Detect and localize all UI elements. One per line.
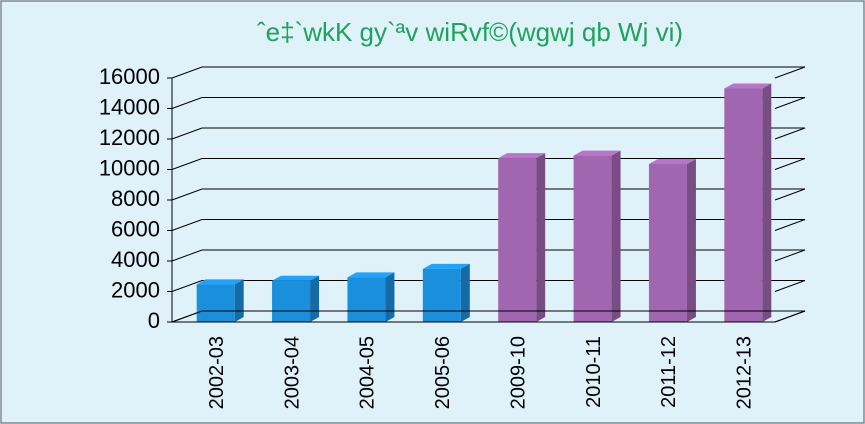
- grid-line: [171, 66, 806, 79]
- bar-front: [498, 158, 537, 322]
- x-tick-label: 2002-03: [206, 336, 228, 409]
- bar-front: [573, 155, 612, 322]
- x-tick-label: 2004-05: [357, 336, 379, 409]
- x-tick-label: 2011-12: [658, 336, 680, 408]
- chart-title: ˆe‡`wkK gy`ªv wiRvf©(wgwj qb Wj vi): [257, 17, 683, 47]
- y-tick-label: 4000: [111, 247, 160, 272]
- bar-side: [234, 279, 244, 322]
- bar-front: [196, 284, 235, 322]
- y-tick-label: 0: [148, 308, 160, 333]
- x-tick-label: 2009-10: [507, 336, 529, 409]
- bar-top: [724, 83, 772, 89]
- x-tick-label: 2010-11: [583, 336, 605, 408]
- bar: [196, 279, 244, 322]
- bar-top: [347, 272, 395, 278]
- y-tick-label: 8000: [111, 186, 160, 211]
- grid-line: [171, 127, 806, 140]
- bar-side: [686, 158, 696, 322]
- bar-front: [422, 268, 461, 322]
- grid-line: [171, 97, 806, 109]
- bar: [498, 153, 546, 322]
- bar: [648, 158, 696, 322]
- bar-top: [498, 153, 546, 159]
- floor-edge: [171, 310, 806, 323]
- bar-top: [422, 263, 470, 269]
- bar-side: [460, 263, 470, 322]
- bar-front: [724, 88, 763, 322]
- y-tick-label: 6000: [111, 216, 160, 241]
- bar-front: [648, 163, 687, 322]
- y-tick-label: 14000: [99, 94, 160, 119]
- bar: [272, 275, 320, 322]
- bar-top: [272, 275, 320, 281]
- y-tick-label: 16000: [99, 64, 160, 89]
- bar-top: [573, 150, 621, 156]
- bar: [347, 272, 395, 322]
- bar-side: [611, 150, 621, 322]
- y-tick-label: 2000: [111, 277, 160, 302]
- bar-front: [347, 277, 386, 322]
- bar-side: [310, 275, 320, 322]
- bar-side: [536, 153, 546, 322]
- bar: [724, 83, 772, 322]
- y-tick-label: 12000: [99, 125, 160, 150]
- bar-top: [648, 158, 696, 164]
- bar-top: [196, 279, 244, 285]
- bar-side: [762, 83, 772, 322]
- bar-front: [272, 280, 311, 322]
- x-tick-label: 2012-13: [734, 336, 756, 409]
- bar: [573, 150, 621, 322]
- y-tick-label: 10000: [99, 155, 160, 180]
- x-tick-label: 2003-04: [281, 336, 303, 409]
- x-tick-label: 2005-06: [432, 336, 454, 409]
- bar-side: [385, 272, 395, 322]
- bar: [422, 263, 470, 322]
